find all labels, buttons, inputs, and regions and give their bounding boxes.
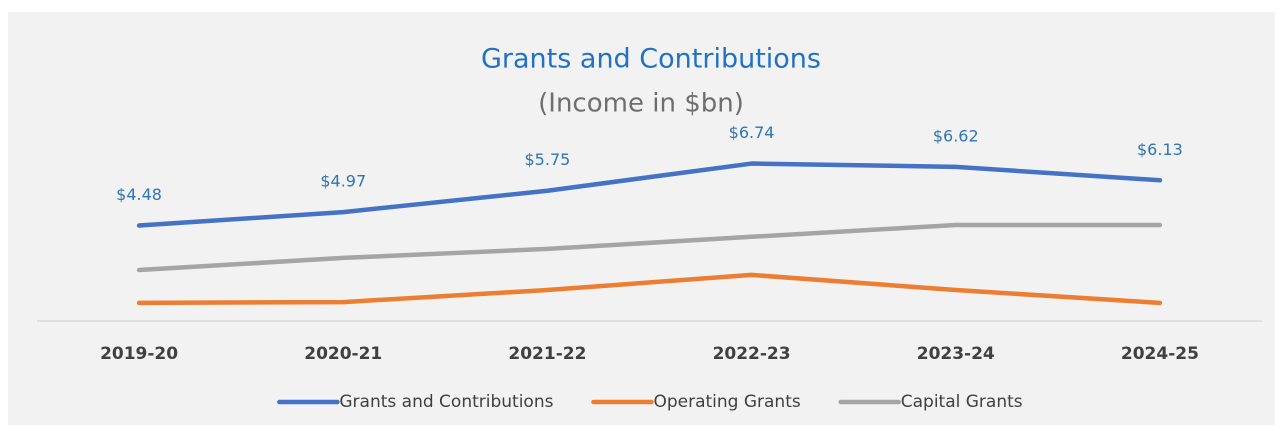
series-line xyxy=(136,222,1163,273)
data-label: $4.48 xyxy=(116,185,162,204)
data-label: $5.75 xyxy=(525,150,571,169)
x-tick-label: 2019-20 xyxy=(100,344,178,364)
chart-subtitle: (Income in $bn) xyxy=(538,89,744,119)
series-line xyxy=(136,161,1163,228)
legend-label: Operating Grants xyxy=(653,392,800,412)
legend-label: Grants and Contributions xyxy=(339,392,553,412)
x-tick-label: 2022-23 xyxy=(713,344,791,364)
chart-title: Grants and Contributions xyxy=(481,44,821,75)
data-label: $4.97 xyxy=(320,172,366,191)
data-label: $6.74 xyxy=(729,123,775,142)
x-tick-label: 2024-25 xyxy=(1121,344,1199,364)
series-line xyxy=(136,272,1163,306)
legend-label: Capital Grants xyxy=(901,392,1023,412)
x-tick-label: 2023-24 xyxy=(917,344,995,364)
x-tick-label: 2021-22 xyxy=(508,344,586,364)
data-label: $6.13 xyxy=(1137,140,1183,159)
data-label: $6.62 xyxy=(933,126,979,145)
x-tick-label: 2020-21 xyxy=(304,344,382,364)
